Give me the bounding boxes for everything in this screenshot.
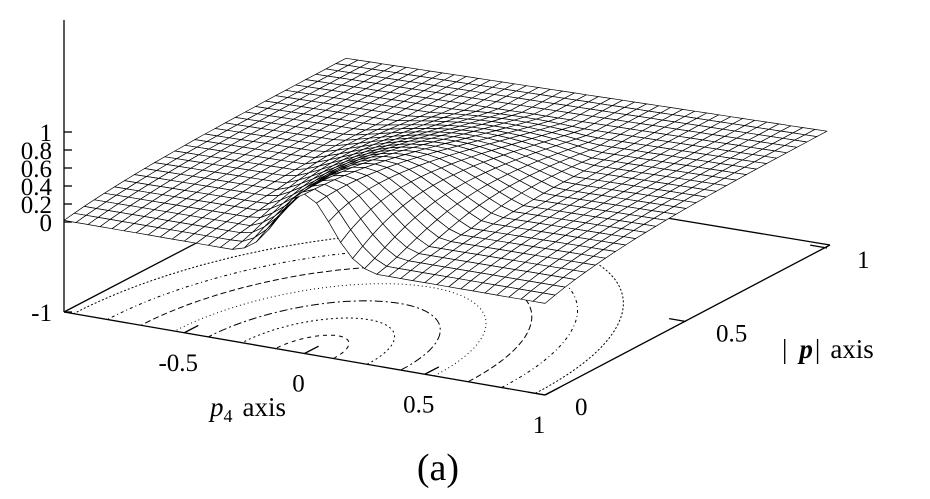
y-tick-label: 0 [575,394,588,421]
x-tick [183,324,199,334]
z-tick-label: -1 [31,300,52,327]
y-tick-label: 1 [857,247,870,274]
y-ticks [528,244,828,396]
y-tick-label: 0.5 [716,321,747,348]
mesh-cell [532,292,556,304]
y-tick [810,244,828,249]
z-tick-label: 0 [40,210,53,237]
y-axis-title-open: | [782,334,787,364]
z-axis: 10.80.60.40.20 -1 [21,20,72,327]
contour-line [241,317,396,365]
x-tick-labels: -0.5 0 0.5 1 [158,350,545,439]
z-tick-label: 0.4 [21,174,53,201]
x-axis-title-sub: 4 [224,406,233,426]
x-axis-title-word: axis [243,392,287,422]
z-tick-label: 0.8 [21,138,52,165]
x-tick [424,366,440,375]
x-tick-label: 1 [533,412,546,439]
y-axis-title: | p| axis [782,334,874,364]
y-axis-title-close: | [815,334,820,364]
z-ticks [64,131,72,313]
contour-line [73,231,624,394]
x-tick-label: 0.5 [403,391,434,418]
x-ticks [183,324,560,396]
x-tick-label: 0 [292,371,305,398]
z-tick-label: 0.2 [21,192,52,219]
figure-caption: (a) [417,447,459,489]
contour-line [208,300,441,371]
contour-line [174,283,487,377]
y-tick-labels: 00.51 [575,247,870,421]
x-axis-title-var: p [208,392,224,422]
x-tick [544,387,560,396]
z-tick-label: 0.6 [21,156,52,183]
z-tick-labels: 10.80.60.40.20 -1 [21,120,53,327]
y-tick [669,317,687,323]
z-tick-label: 1 [40,120,53,147]
y-axis-title-var: p [797,334,813,364]
y-axis-title-word: axis [830,334,874,364]
y-tick [528,391,546,396]
contour-line [275,334,350,359]
x-tick-label: -0.5 [158,350,198,377]
base-right-edge [544,244,831,396]
x-tick [304,345,319,355]
x-axis-title: p4 axis [208,392,286,426]
surface-mesh [63,57,828,304]
